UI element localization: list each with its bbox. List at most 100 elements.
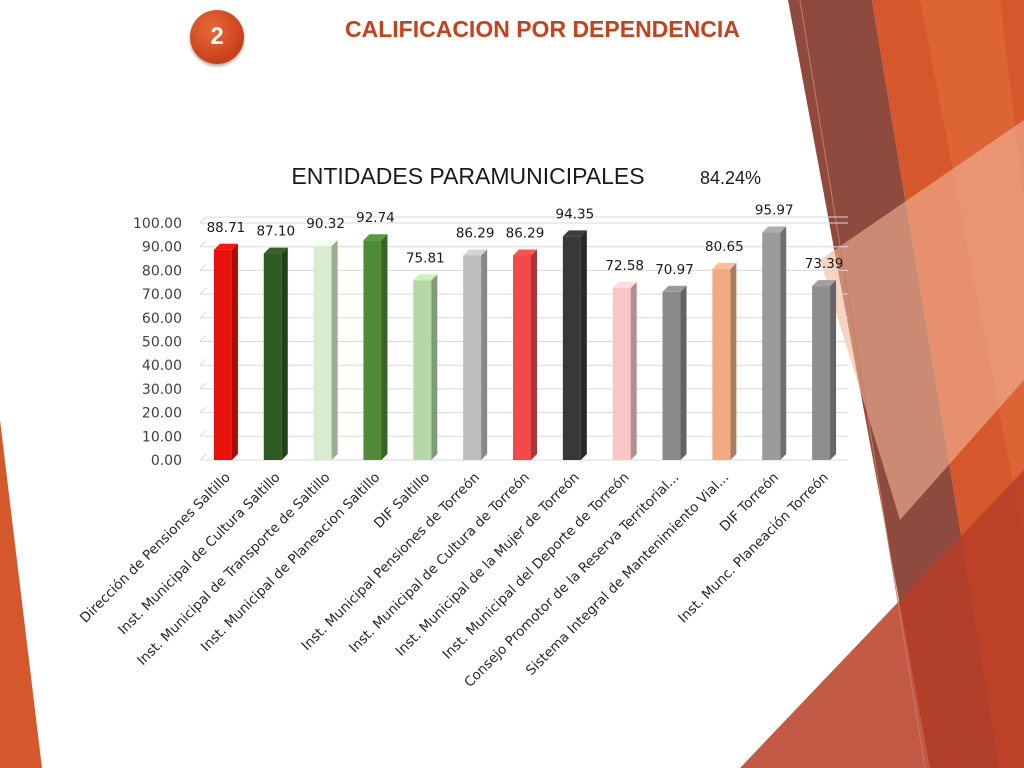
chart-title: ENTIDADES PARAMUNICIPALES <box>291 163 644 189</box>
y-tick-label: 60.00 <box>142 311 182 327</box>
y-tick-label: 40.00 <box>142 358 182 374</box>
gridline-depth <box>199 406 207 413</box>
bar-9 <box>612 281 637 460</box>
category-label: Inst. Municipal del Deporte de Torreón <box>440 470 633 663</box>
bar-top <box>463 249 488 256</box>
bar-side <box>481 249 488 460</box>
bar-front <box>213 249 232 460</box>
bar-1 <box>213 243 238 460</box>
bar-side <box>830 280 837 460</box>
bar-4 <box>363 234 388 460</box>
y-tick-label: 90.00 <box>142 240 182 256</box>
bar-top <box>812 280 837 287</box>
data-label: 72.58 <box>605 258 644 274</box>
bar-side <box>531 249 537 460</box>
data-label: 86.29 <box>506 225 545 241</box>
bar-side <box>630 281 637 460</box>
data-label: 86.29 <box>456 225 495 241</box>
chart-subtitle: 84.24% <box>700 168 761 188</box>
gridline-depth <box>199 382 207 390</box>
gridline-depth <box>199 311 207 319</box>
bar-top <box>562 230 587 237</box>
bar-side <box>431 274 438 460</box>
bar-side <box>780 226 787 460</box>
slide-title: CALIFICACION POR DEPENDENCIA <box>345 16 740 42</box>
bar-5 <box>413 274 438 460</box>
bar-side <box>381 234 388 460</box>
bar-8 <box>562 230 587 460</box>
bar-side <box>281 247 288 460</box>
data-label: 80.65 <box>705 239 744 255</box>
bar-2 <box>263 247 288 460</box>
bar-front <box>762 232 781 460</box>
bar-side <box>680 285 687 460</box>
bar-12 <box>762 226 787 460</box>
y-tick-label: 20.00 <box>142 406 182 422</box>
bar-side <box>331 239 338 460</box>
category-label: Inst. Municipal de la Mujer de Torreón <box>393 470 583 660</box>
bar-front <box>263 253 282 460</box>
y-tick-label: 100.00 <box>133 216 182 232</box>
deco-left-edge <box>0 420 42 768</box>
bar-top <box>513 249 537 256</box>
category-label: Inst. Municipal de Planeacion Saltillo <box>198 470 383 655</box>
bar-6 <box>463 249 488 460</box>
bar-11 <box>712 262 737 460</box>
data-label: 95.97 <box>755 203 794 219</box>
bar-top <box>213 243 238 250</box>
bar-front <box>513 255 531 460</box>
y-tick-label: 10.00 <box>142 429 182 445</box>
data-label: 73.39 <box>805 256 844 272</box>
bar-front <box>662 291 681 460</box>
y-tick-label: 80.00 <box>142 263 182 279</box>
bar-side <box>730 262 737 460</box>
y-tick-label: 70.00 <box>142 287 182 303</box>
bar-10 <box>662 285 687 460</box>
bar-front <box>413 280 432 460</box>
category-label: Inst. Municipal de Cultura de Torreón <box>346 470 533 657</box>
bar-front <box>313 245 332 460</box>
data-label: 88.71 <box>207 220 246 236</box>
gridline-depth <box>199 287 207 295</box>
gridline-depth <box>199 358 207 366</box>
bar-front <box>712 268 731 460</box>
data-label: 92.74 <box>356 210 395 226</box>
bar-top <box>263 247 288 254</box>
bar-top <box>313 239 338 246</box>
gridline-depth <box>199 335 207 342</box>
data-label: 75.81 <box>406 250 445 266</box>
data-label: 94.35 <box>556 206 595 222</box>
deco-mid-pale-wedge <box>820 120 1024 520</box>
bar-top <box>363 234 388 241</box>
deco-bottom-right-fan <box>740 470 1024 768</box>
bar-13 <box>812 280 837 460</box>
data-label: 90.32 <box>306 216 345 232</box>
bar-front <box>562 236 581 460</box>
bar-top <box>413 274 438 281</box>
gridline-depth <box>199 429 207 437</box>
y-tick-label: 0.00 <box>151 453 182 469</box>
bar-top <box>762 226 787 233</box>
bar-top <box>662 285 687 292</box>
bar-top <box>712 262 737 269</box>
gridline-depth <box>199 216 207 224</box>
data-label: 87.10 <box>256 224 295 240</box>
bar-front <box>612 287 631 460</box>
gridline-depth <box>199 264 207 271</box>
y-tick-label: 50.00 <box>142 335 182 351</box>
y-tick-label: 30.00 <box>142 382 182 398</box>
bar-front <box>363 240 382 460</box>
bar-3 <box>313 239 338 460</box>
gridline-depth <box>199 453 207 461</box>
bar-7 <box>513 249 537 460</box>
bar-side <box>580 230 587 460</box>
bar-front <box>463 255 482 460</box>
data-label: 70.97 <box>655 262 694 278</box>
bar-side <box>231 243 238 460</box>
slide-number-badge: 2 <box>190 10 244 64</box>
bar-front <box>812 286 831 460</box>
category-label: Inst. Municipal Pensiones de Torreón <box>299 470 483 654</box>
gridline-depth <box>199 240 207 248</box>
